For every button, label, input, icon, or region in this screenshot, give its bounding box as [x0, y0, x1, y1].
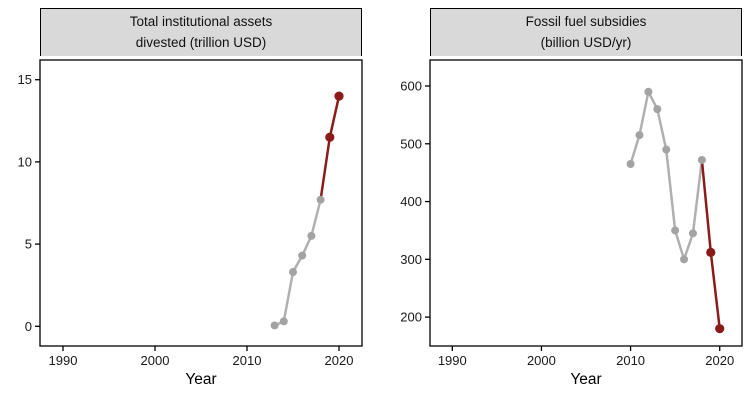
data-point [715, 324, 725, 334]
panel-title-line1: Total institutional assets [129, 14, 273, 30]
y-tick-label: 15 [18, 72, 32, 87]
data-point [697, 155, 706, 164]
series-markers-recent-highlight [325, 91, 344, 142]
x-tick-label: 1990 [438, 353, 467, 368]
data-point [706, 247, 716, 257]
two-panel-figure: Total institutional assets divested (tri… [6, 8, 748, 389]
series-markers-historical [626, 87, 706, 264]
data-point [644, 87, 653, 96]
chart-panel-divested-assets: Total institutional assets divested (tri… [6, 8, 368, 389]
plot-divested-assets: 1990 2000 2010 2020 0 5 10 15 [18, 59, 363, 368]
x-tick-label: 2000 [527, 353, 556, 368]
y-tick-label: 5 [25, 237, 32, 252]
x-tick-label: 2000 [141, 353, 170, 368]
y-tick-label: 600 [400, 79, 422, 94]
y-tick-label: 400 [400, 194, 422, 209]
x-tick-label: 2020 [325, 353, 354, 368]
x-axis: 1990 2000 2010 2020 [49, 346, 354, 368]
panel-title-line2: (billion USD/yr) [540, 34, 632, 50]
data-point [325, 132, 335, 142]
panel-title-fossil-subsidies: Fossil fuel subsidies (billion USD/yr) [430, 8, 742, 56]
data-point [279, 317, 288, 326]
data-point [289, 268, 297, 277]
x-tick-label: 1990 [49, 353, 78, 368]
x-axis-title: Year [570, 371, 602, 388]
plot-border [39, 59, 363, 347]
data-point [680, 255, 689, 264]
data-point [635, 131, 644, 140]
series-markers-recent-highlight [706, 247, 725, 334]
data-point [334, 91, 344, 101]
y-tick-label: 200 [400, 310, 422, 325]
data-point [688, 229, 697, 238]
data-point [626, 160, 635, 168]
data-point [653, 105, 662, 114]
x-axis: 1990 2000 2010 2020 [438, 346, 734, 368]
x-tick-label: 2020 [705, 353, 734, 368]
y-tick-label: 10 [18, 154, 32, 169]
data-point [307, 231, 316, 240]
y-tick-label: 0 [25, 319, 32, 334]
x-axis-title: Year [185, 371, 217, 388]
data-point [298, 251, 307, 260]
y-tick-label: 300 [400, 252, 422, 267]
plot-fossil-subsidies: 1990 2000 2010 2020 200 300 400 500 600 [400, 59, 743, 368]
panel-title-divested-assets: Total institutional assets divested (tri… [40, 8, 362, 56]
data-point [316, 195, 325, 204]
chart-panel-fossil-subsidies: Fossil fuel subsidies (billion USD/yr) 1… [388, 8, 748, 389]
y-axis: 0 5 10 15 [18, 72, 40, 334]
data-point [662, 145, 671, 154]
data-point [671, 226, 680, 235]
panel-title-line2: divested (trillion USD) [135, 34, 267, 50]
series-markers-historical [270, 195, 325, 330]
y-tick-label: 500 [400, 136, 422, 151]
y-axis: 200 300 400 500 600 [400, 79, 430, 325]
x-tick-label: 2010 [616, 353, 645, 368]
data-point [270, 321, 279, 330]
panel-title-line1: Fossil fuel subsidies [525, 14, 647, 30]
plot-border [429, 59, 743, 347]
x-tick-label: 2010 [233, 353, 262, 368]
